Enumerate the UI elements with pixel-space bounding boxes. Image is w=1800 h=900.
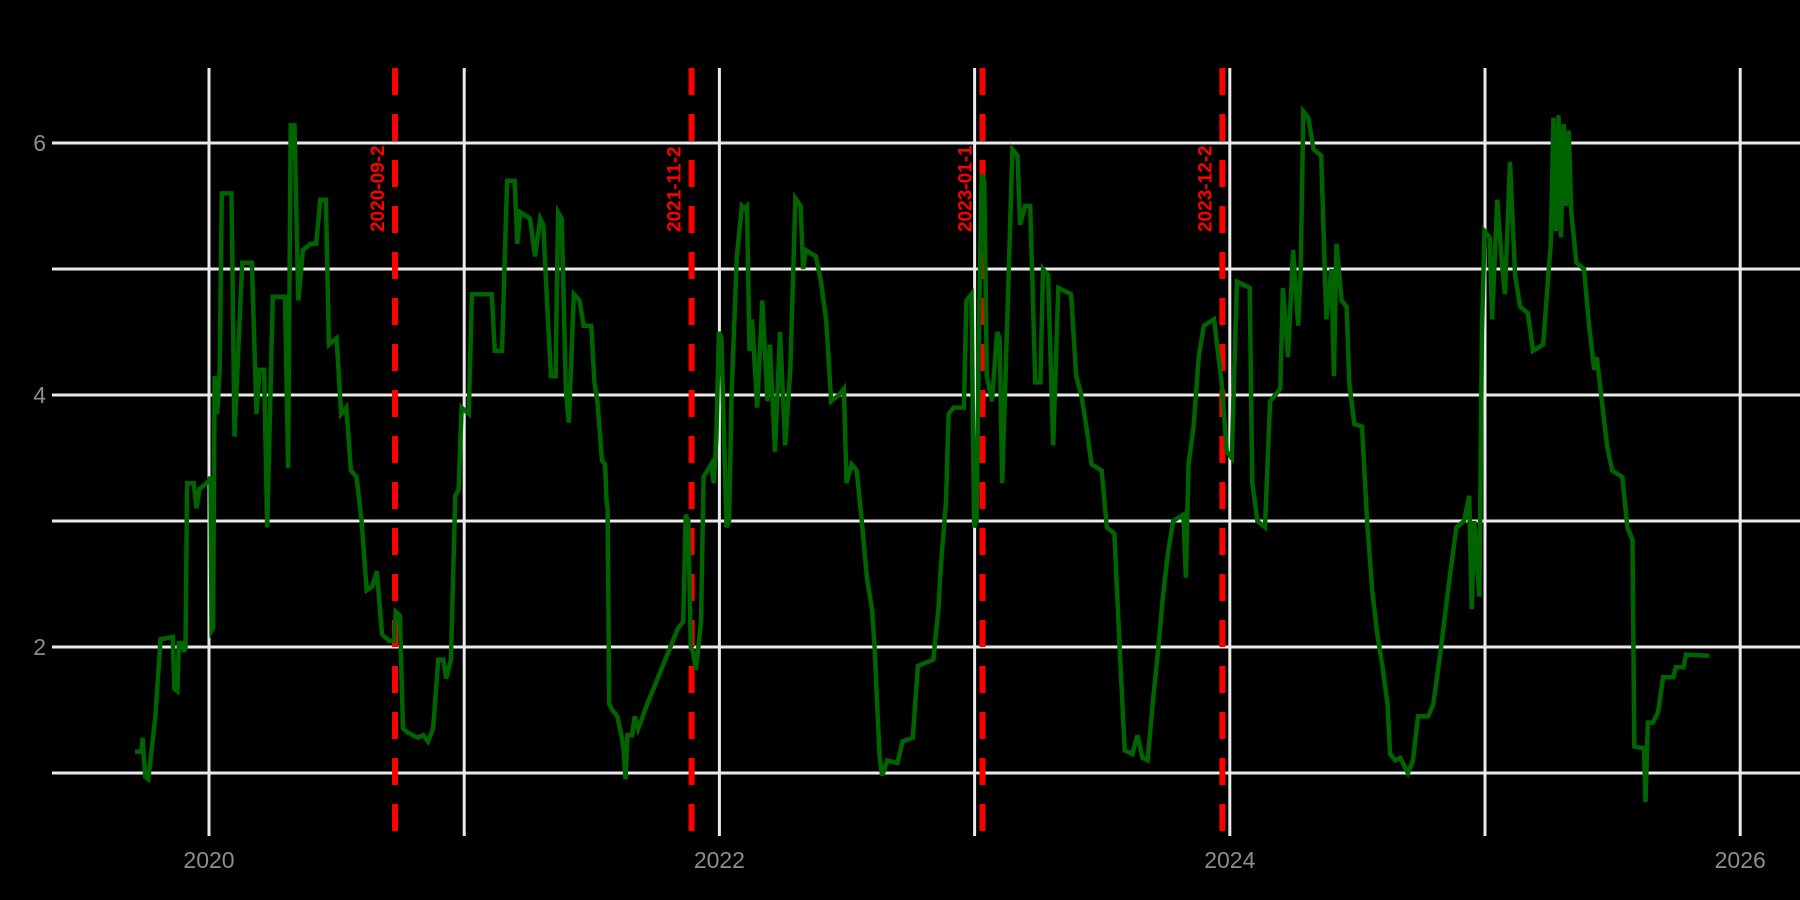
x-axis-tick-label: 2024 bbox=[1204, 847, 1255, 873]
x-axis-tick-label: 2026 bbox=[1715, 847, 1766, 873]
event-line-label: 2021-11-2 bbox=[665, 146, 686, 232]
series-line bbox=[135, 105, 1710, 803]
event-line-label: 2023-01-1 bbox=[956, 145, 977, 232]
y-axis-tick-label: 4 bbox=[33, 382, 46, 408]
y-axis-tick-label: 2 bbox=[33, 634, 46, 660]
event-line-label: 2023-12-2 bbox=[1195, 145, 1216, 232]
y-axis-tick-label: 6 bbox=[33, 130, 46, 156]
x-axis-tick-label: 2022 bbox=[694, 847, 745, 873]
event-line-label: 2020-09-2 bbox=[368, 145, 389, 232]
x-axis-tick-label: 2020 bbox=[183, 847, 234, 873]
